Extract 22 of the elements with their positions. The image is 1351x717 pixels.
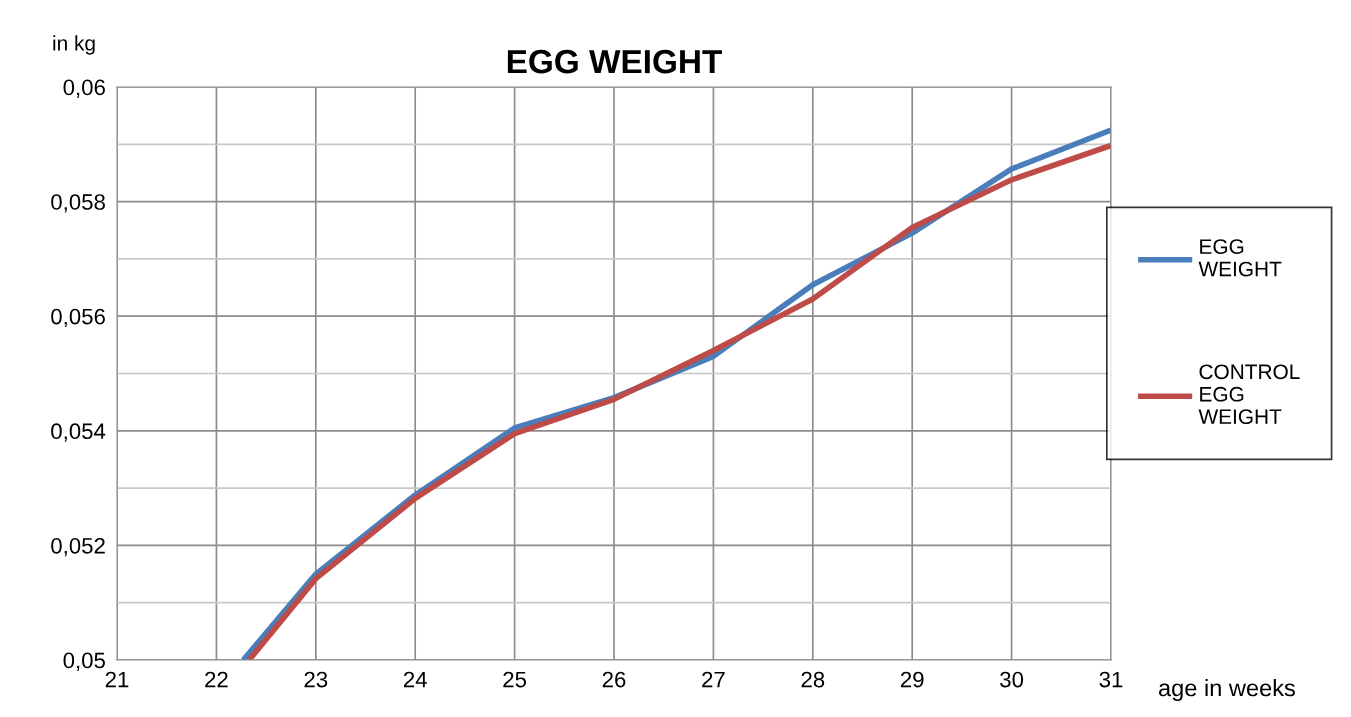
y-tick-label: 0,052 — [51, 537, 105, 557]
x-tick-label: 31 — [1099, 671, 1123, 688]
chart-title: EGG WEIGHT — [507, 49, 722, 74]
x-tick-label: 21 — [105, 671, 129, 688]
y-tick-label: 0,058 — [51, 194, 105, 213]
legend-label: CONTROL EGG WEIGHT — [1198, 364, 1300, 425]
x-tick-label: 24 — [403, 671, 427, 688]
x-tick-label: 25 — [503, 671, 527, 688]
y-tick-label: 0,054 — [51, 423, 106, 442]
legend-label: EGG WEIGHT — [1198, 239, 1282, 277]
x-tick-label: 28 — [801, 671, 825, 688]
y-axis-title: in kg — [53, 35, 95, 55]
y-tick-label: 0,06 — [63, 79, 105, 98]
x-tick-label: 27 — [702, 671, 725, 688]
x-axis-title: age in weeks — [1159, 678, 1295, 702]
x-tick-label: 22 — [205, 671, 228, 688]
x-tick-label: 23 — [304, 671, 328, 688]
x-tick-label: 26 — [602, 671, 626, 688]
x-tick-label: 30 — [1000, 671, 1024, 688]
y-tick-label: 0,056 — [51, 308, 105, 328]
x-tick-label: 29 — [900, 671, 924, 688]
y-tick-label: 0,05 — [63, 652, 105, 671]
